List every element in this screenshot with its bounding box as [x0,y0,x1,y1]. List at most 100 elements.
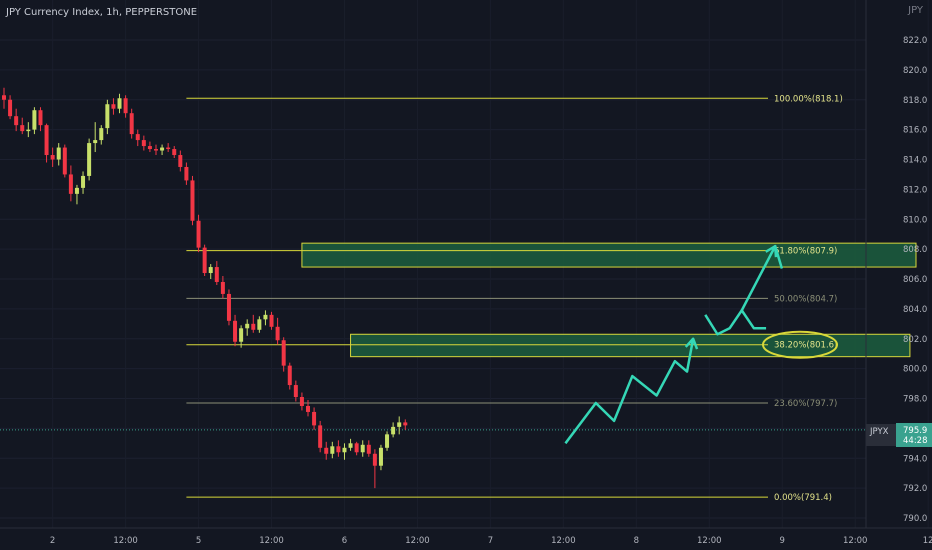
x-tick-label: 9 [780,536,785,546]
candle-body [330,446,335,454]
candle-body [360,444,365,453]
candle-body [196,220,201,248]
candle-body [14,116,19,126]
fib-highlight-ellipse [762,330,838,359]
candle [293,380,298,402]
candle-body [123,98,128,114]
fib-label-0: 100.00%(818.1) [774,94,843,104]
candle [172,146,177,159]
candle [397,416,402,435]
y-tick-label: 822.0 [903,36,927,46]
candle-body [378,447,383,466]
candle-body [135,134,140,141]
candle [208,264,213,279]
time-axis[interactable]: 212:00512:00612:00712:00812:00912:001212… [0,527,932,546]
candle-body [147,146,152,150]
candle [117,93,122,114]
candle-body [99,128,104,141]
candle-body [68,174,73,194]
candle-body [20,125,25,132]
price-tag-symbol: JPYX [869,427,889,437]
candle-body [318,425,323,448]
candle-body [154,149,158,151]
candle [166,143,171,153]
candle [342,443,347,460]
candle [391,422,396,438]
x-tick-label: 7 [488,536,493,546]
candle [129,108,134,139]
candle [348,438,353,451]
forecast-arrow-path [564,244,784,445]
candle [123,95,128,118]
candle-body [26,129,31,132]
candle-body [74,187,79,194]
candle-body [50,155,55,160]
price-tag-value: 795.9 [903,426,927,436]
candle-body [239,328,244,342]
candle-body [62,147,67,175]
candle [81,171,86,194]
y-tick-label: 816.0 [903,126,927,136]
candle-body [269,314,274,327]
price-axis[interactable]: 790.0792.0794.0796.0798.0800.0802.0804.0… [865,0,927,528]
candle-body [111,104,116,109]
forecast-arrowhead-0 [684,337,699,350]
fib-label-3: 38.20%(801.6) [774,341,837,351]
y-tick-label: 792.0 [903,484,927,494]
candle-body [105,104,110,129]
x-tick-label: 12:00 [405,536,430,546]
candle-body [8,99,13,117]
candle [20,117,25,135]
candle [184,162,189,185]
fib-zone-1 [350,333,911,358]
current-price-tag: JPYX 795.9 44:28 [866,423,932,447]
fib-label-2: 50.00%(804.7) [774,294,837,304]
candle-body [81,175,86,188]
candle-body [397,422,402,427]
forecast-segment-1 [704,309,767,336]
candle-body [293,385,298,398]
fib-label-4: 23.60%(797.7) [774,399,837,409]
candle [245,319,250,336]
candle [135,129,140,147]
candle-body [245,323,250,329]
candle [26,122,31,138]
candle-body [93,140,98,144]
candle [275,317,280,345]
candle-body [178,155,183,167]
x-tick-label: 6 [342,536,347,546]
forecast-segment-0 [564,338,695,445]
candle [366,440,371,457]
candle-body [275,326,280,341]
candle [50,147,55,167]
y-tick-label: 794.0 [903,454,927,464]
candle-body [226,293,231,321]
x-tick-label: 5 [196,536,201,546]
candle [233,314,238,347]
candle [360,440,365,457]
y-tick-label: 790.0 [903,514,927,524]
candle-body [324,447,329,454]
candle [111,98,116,115]
candle-body [263,314,268,320]
candlestick-series [2,87,408,489]
candle [99,125,104,145]
candle [202,244,207,277]
forecast-arrowhead-1 [765,244,778,258]
candle [68,165,73,202]
candle [257,316,262,333]
x-tick-label: 12:00 [843,536,868,546]
candle-body [251,323,256,330]
candle-body [184,166,189,181]
candle-body [366,444,371,454]
candle-body [38,110,43,126]
fib-zones [301,242,917,358]
candle [354,441,359,456]
x-tick-label: 12:00 [697,536,722,546]
fibonacci-retracement[interactable]: 100.00%(818.1) 61.80%(807.9) 50.00%(804.7)… [186,94,843,503]
y-tick-label: 804.0 [903,305,927,315]
candle [251,314,256,333]
candle-body [299,397,304,406]
candle-body [44,125,49,156]
